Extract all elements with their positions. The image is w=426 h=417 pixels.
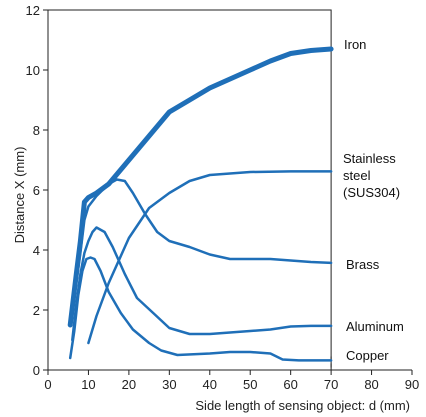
x-tick-label: 20 [122, 377, 136, 392]
plot-frame [47, 9, 332, 371]
x-tick-label: 80 [364, 377, 378, 392]
series-line-iron [67, 46, 334, 328]
y-tick-label: 4 [33, 243, 40, 258]
axes: 0 10 20 30 40 50 60 70 80 90 0 2 4 6 8 10 12 [26, 3, 420, 392]
x-tick-label: 60 [283, 377, 297, 392]
series-label-stainless-steel-sus304: Stainless steel (SUS304) [343, 151, 400, 200]
series-label-copper: Copper [346, 348, 389, 363]
y-axis-label: Distance X (mm) [12, 147, 27, 244]
x-tick-label: 30 [162, 377, 176, 392]
y-tick-label: 0 [33, 363, 40, 378]
y-tick-label: 2 [33, 303, 40, 318]
y-tick-label: 12 [26, 3, 40, 18]
x-tick-label: 90 [405, 377, 419, 392]
series-label-brass: Brass [346, 257, 380, 272]
x-tick-label: 70 [324, 377, 338, 392]
x-tick-label: 40 [203, 377, 217, 392]
series-group [67, 46, 334, 362]
series-line-brass [68, 178, 333, 327]
series-label-iron: Iron [344, 37, 366, 52]
series-line-aluminum [71, 226, 333, 342]
x-tick-label: 10 [81, 377, 95, 392]
series-line-stainless-steel-sus304 [87, 170, 333, 345]
x-tick-label: 50 [243, 377, 257, 392]
x-tick-label: 0 [44, 377, 51, 392]
series-label-aluminum: Aluminum [346, 319, 404, 334]
y-tick-label: 6 [33, 183, 40, 198]
y-tick-label: 8 [33, 123, 40, 138]
series-labels: Iron Stainless steel (SUS304) Brass Aluminum C… [343, 37, 404, 363]
x-axis-label: Side length of sensing object: d (mm) [195, 398, 410, 413]
series-line-copper [68, 256, 333, 362]
y-tick-label: 10 [26, 63, 40, 78]
